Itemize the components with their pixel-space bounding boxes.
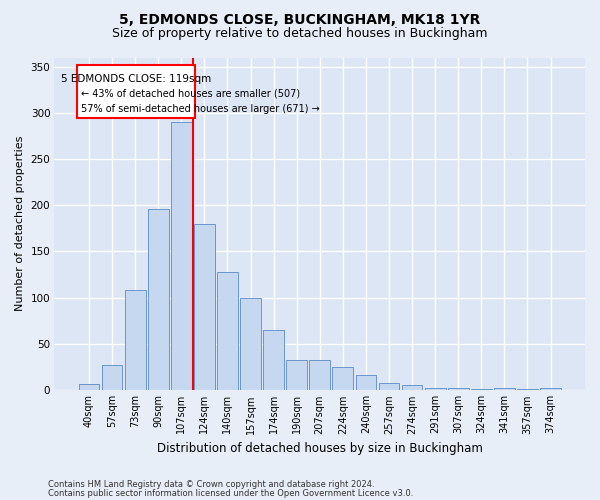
Bar xyxy=(471,389,491,390)
Bar xyxy=(148,209,169,390)
Bar xyxy=(448,388,469,390)
Bar xyxy=(401,386,422,390)
Bar xyxy=(425,388,446,390)
Text: 57% of semi-detached houses are larger (671) →: 57% of semi-detached houses are larger (… xyxy=(81,104,320,114)
Bar xyxy=(286,360,307,390)
Bar xyxy=(194,224,215,390)
Bar xyxy=(125,290,146,390)
Text: 5, EDMONDS CLOSE, BUCKINGHAM, MK18 1YR: 5, EDMONDS CLOSE, BUCKINGHAM, MK18 1YR xyxy=(119,12,481,26)
Bar xyxy=(379,382,400,390)
Bar xyxy=(79,384,100,390)
Bar xyxy=(217,272,238,390)
Bar xyxy=(494,388,515,390)
Text: Contains HM Land Registry data © Crown copyright and database right 2024.: Contains HM Land Registry data © Crown c… xyxy=(48,480,374,489)
Bar xyxy=(517,389,538,390)
Bar xyxy=(263,330,284,390)
Text: 5 EDMONDS CLOSE: 119sqm: 5 EDMONDS CLOSE: 119sqm xyxy=(61,74,211,84)
Text: Contains public sector information licensed under the Open Government Licence v3: Contains public sector information licen… xyxy=(48,489,413,498)
X-axis label: Distribution of detached houses by size in Buckingham: Distribution of detached houses by size … xyxy=(157,442,482,455)
Bar xyxy=(240,298,261,390)
Bar xyxy=(332,367,353,390)
Bar xyxy=(171,122,191,390)
Bar xyxy=(356,375,376,390)
FancyBboxPatch shape xyxy=(77,65,195,118)
Text: ← 43% of detached houses are smaller (507): ← 43% of detached houses are smaller (50… xyxy=(81,89,300,99)
Bar xyxy=(101,365,122,390)
Bar xyxy=(310,360,330,390)
Y-axis label: Number of detached properties: Number of detached properties xyxy=(15,136,25,312)
Bar xyxy=(540,388,561,390)
Text: Size of property relative to detached houses in Buckingham: Size of property relative to detached ho… xyxy=(112,28,488,40)
